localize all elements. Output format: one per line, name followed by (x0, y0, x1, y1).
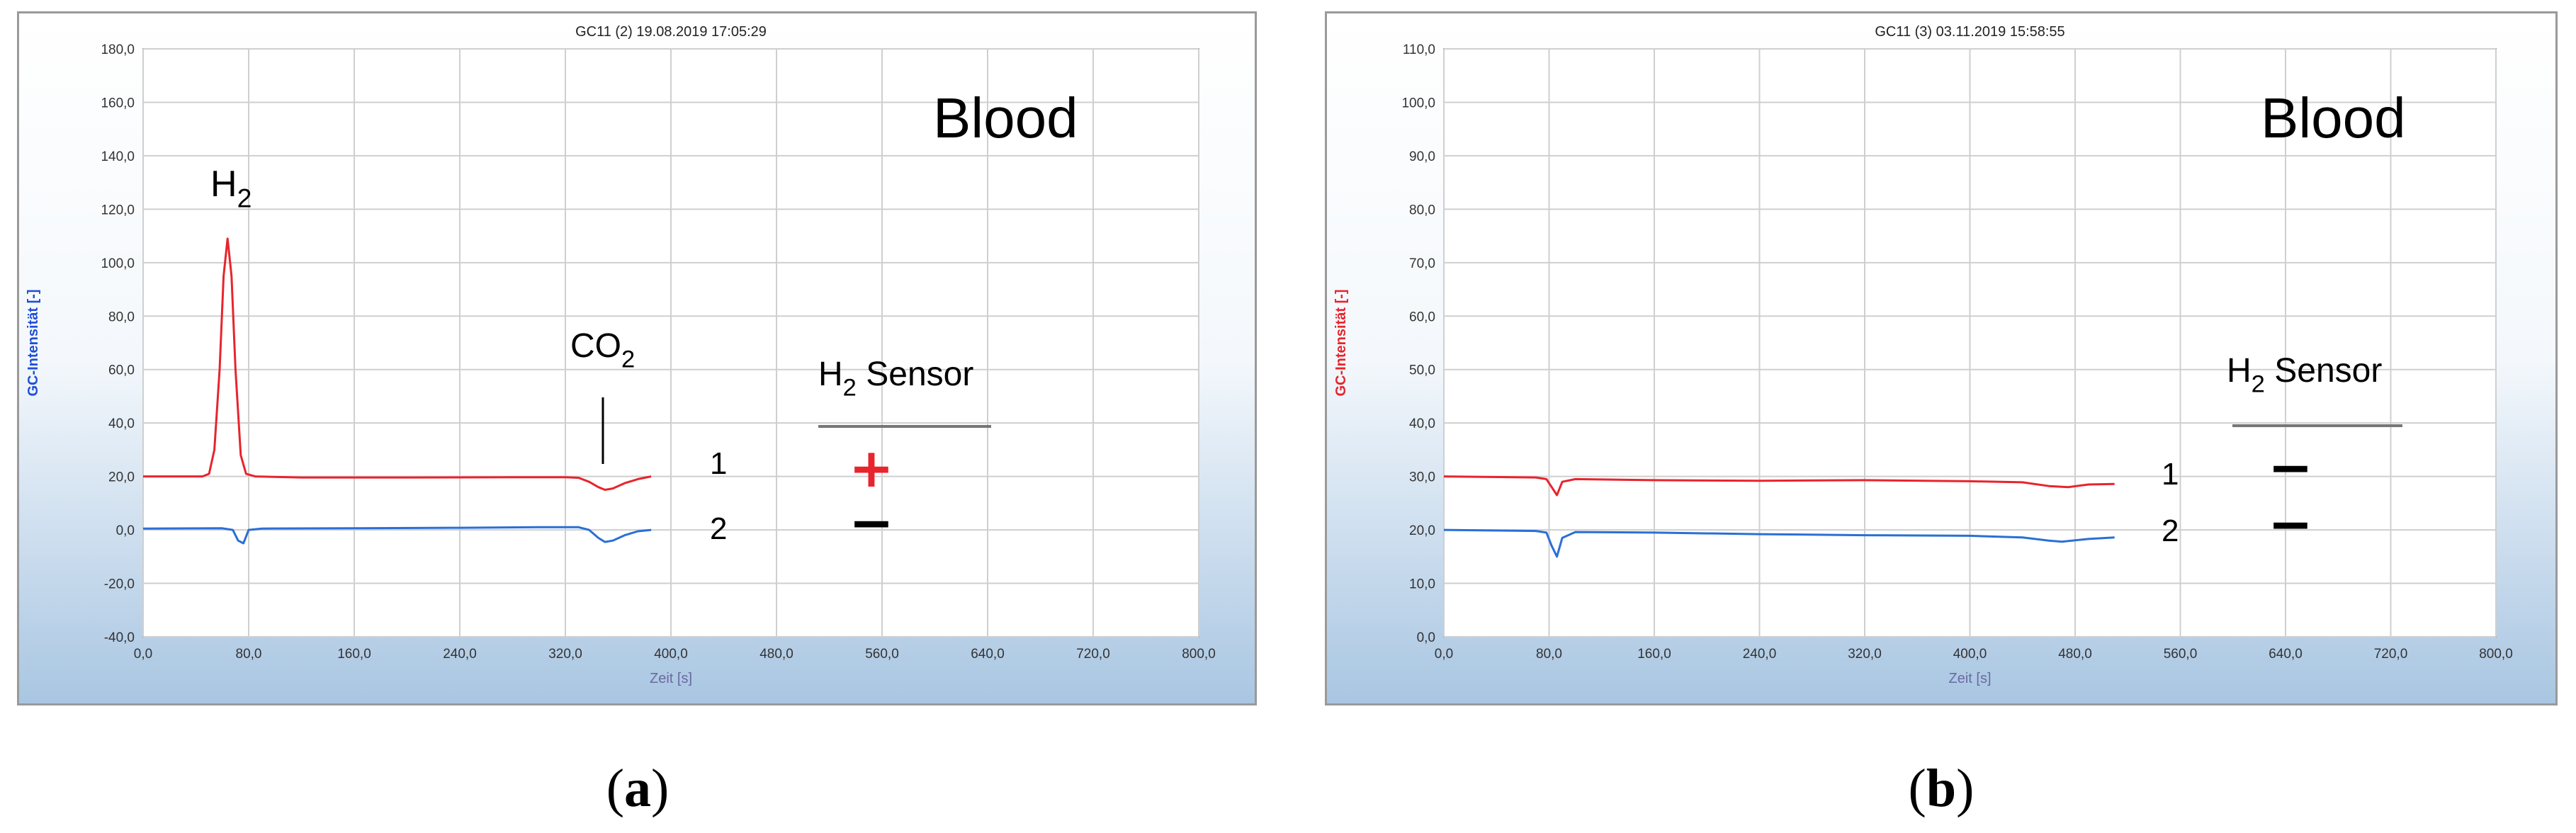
blood-label-main: Blood (933, 86, 1078, 149)
y-tick-label: 10,0 (1409, 577, 1435, 592)
blood-label: Blood (933, 86, 1078, 149)
x-tick-label: 320,0 (1848, 647, 1882, 662)
sensor-header-subscript: 2 (843, 374, 857, 401)
h2-peak-label: H2 (210, 164, 252, 213)
y-tick-label: 0,0 (116, 523, 135, 538)
y-tick-label: 40,0 (1409, 416, 1435, 431)
row-label-2-main: 2 (2162, 514, 2179, 548)
series-line-2 (1443, 528, 2115, 558)
x-tick-label: 160,0 (337, 647, 371, 662)
sensor-result-2: − (849, 491, 894, 554)
row-label-2: 2 (2162, 514, 2179, 548)
y-tick-label: 60,0 (108, 363, 135, 378)
y-tick-label: 80,0 (108, 310, 135, 324)
y-tick-label: 70,0 (1409, 256, 1435, 271)
sensor-header-main: H (818, 356, 843, 393)
chart-title: GC11 (3) 03.11.2019 15:58:55 (1875, 24, 2064, 40)
x-tick-label: 0,0 (134, 647, 152, 662)
x-tick-label: 720,0 (1076, 647, 1110, 662)
y-tick-label: 40,0 (108, 416, 135, 431)
row-label-1: 1 (2162, 457, 2179, 492)
sensor-header-word: Sensor (2265, 352, 2382, 390)
y-tick-label: 120,0 (101, 203, 135, 217)
h2-peak-label-main: H (210, 164, 237, 205)
sensor-header-main: H (2227, 352, 2252, 390)
y-tick-label: 20,0 (108, 470, 135, 485)
x-tick-label: 480,0 (2058, 647, 2092, 662)
caption-b: (b) (1908, 759, 1975, 818)
row-label-2: 2 (710, 511, 727, 546)
x-tick-label: 80,0 (236, 647, 262, 662)
chart-b: 0,0 80,0 160,0 240,0 320,0 400,0 480,0 560,0 640… (1333, 24, 2513, 686)
x-tick-label: 240,0 (1743, 647, 1777, 662)
x-tick-label: 400,0 (654, 647, 688, 662)
chart-panel-b: 0,0 80,0 160,0 240,0 320,0 400,0 480,0 560,0 640… (1325, 11, 2558, 706)
sensor-header: H2 Sensor (2227, 352, 2382, 397)
caption-b-letter: b (1926, 759, 1957, 818)
sensor-header-word: Sensor (857, 356, 973, 393)
y-axis-label: GC-Intensität [-] (26, 289, 41, 396)
y-axis-label: GC-Intensität [-] (1333, 289, 1349, 396)
blood-label: Blood (2261, 86, 2406, 149)
x-axis-label: Zeit [s] (1948, 671, 1991, 686)
y-tick-label: 80,0 (1409, 203, 1435, 217)
x-tick-label: 320,0 (548, 647, 582, 662)
co2-peak-label-subscript: 2 (621, 346, 635, 373)
blood-label-main: Blood (2261, 86, 2406, 149)
y-tick-label: -20,0 (104, 577, 135, 592)
series-line-2 (142, 526, 652, 545)
x-tick-label: 400,0 (1953, 647, 1987, 662)
x-tick-label: 720,0 (2374, 647, 2408, 662)
y-tick-label: 50,0 (1409, 363, 1435, 378)
series-line-1 (1443, 475, 2115, 497)
x-tick-label: 560,0 (2164, 647, 2198, 662)
x-tick-label: 0,0 (1435, 647, 1453, 662)
chart-a: 0,0 80,0 160,0 240,0 320,0 400,0 480,0 560,0 640… (26, 24, 1216, 686)
chart-title: GC11 (2) 19.08.2019 17:05:29 (575, 24, 767, 40)
row-label-1: 1 (710, 446, 727, 481)
chart-panel-a: 0,0 80,0 160,0 240,0 320,0 400,0 480,0 560,0 640… (17, 11, 1257, 706)
y-tick-label: 60,0 (1409, 310, 1435, 324)
x-tick-label: 160,0 (1637, 647, 1671, 662)
y-tick-label: 140,0 (101, 149, 135, 164)
row-label-1-main: 1 (710, 446, 727, 481)
row-label-1-main: 1 (2162, 457, 2179, 492)
x-tick-label: 480,0 (759, 647, 793, 662)
x-tick-label: 80,0 (1536, 647, 1562, 662)
x-axis-label: Zeit [s] (650, 671, 692, 686)
sensor-result-2: − (2268, 492, 2313, 555)
series-line-1 (143, 237, 652, 491)
x-tick-label: 560,0 (865, 647, 899, 662)
x-tick-label: 800,0 (1182, 647, 1216, 662)
h2-peak-label-subscript: 2 (237, 183, 252, 213)
row-label-2-main: 2 (710, 511, 727, 546)
sensor-header: H2 Sensor (818, 356, 973, 401)
caption-a-letter: a (624, 759, 651, 818)
sensor-result-1: + (849, 436, 894, 499)
y-tick-label: 100,0 (101, 256, 135, 271)
y-tick-label: 110,0 (1403, 42, 1435, 57)
y-tick-label: 30,0 (1409, 470, 1435, 485)
y-tick-label: -40,0 (104, 630, 135, 645)
x-tick-label: 800,0 (2479, 647, 2513, 662)
caption-a: (a) (606, 759, 670, 818)
y-tick-label: 160,0 (101, 96, 135, 110)
x-tick-label: 640,0 (2269, 647, 2303, 662)
y-tick-label: 180,0 (101, 42, 135, 57)
x-tick-label: 640,0 (971, 647, 1005, 662)
co2-peak-label-main: CO (570, 327, 621, 365)
y-tick-label: 20,0 (1409, 523, 1435, 538)
y-tick-label: 0,0 (1417, 630, 1435, 645)
sensor-result-1: − (2268, 436, 2313, 499)
sensor-header-subscript: 2 (2252, 370, 2265, 397)
x-tick-label: 240,0 (443, 647, 477, 662)
co2-peak-label: CO2 (570, 327, 635, 373)
y-tick-label: 100,0 (1401, 96, 1435, 110)
y-tick-label: 90,0 (1409, 149, 1435, 164)
